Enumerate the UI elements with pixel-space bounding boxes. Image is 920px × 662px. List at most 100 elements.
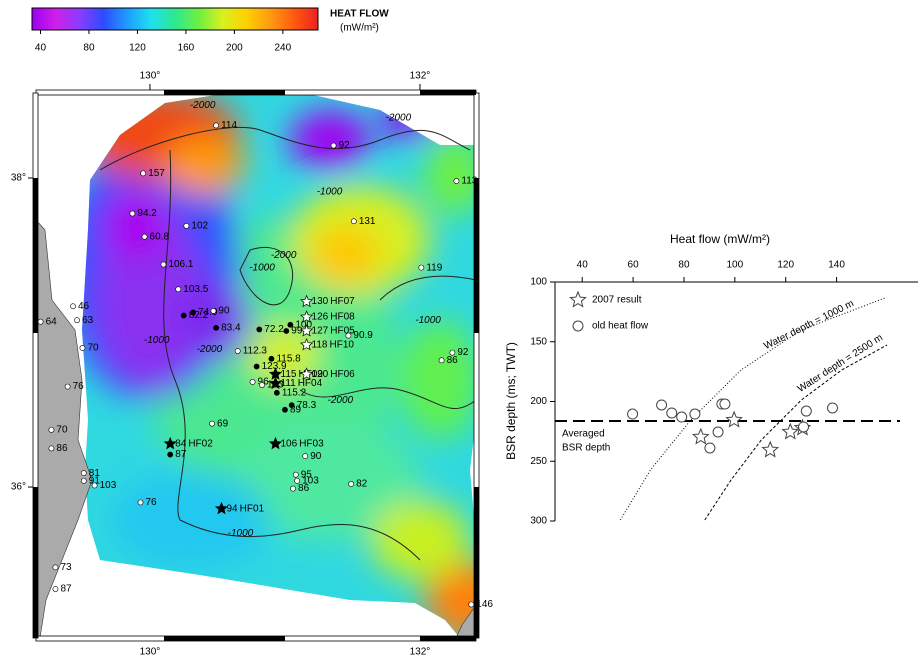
station-point	[142, 234, 147, 239]
station-label: 70	[56, 424, 68, 435]
station-point	[81, 471, 86, 476]
colorbar-tick-label: 200	[226, 43, 243, 54]
station-label: 73	[60, 562, 72, 573]
station-name: HF10	[330, 340, 355, 351]
y-tick-label: 250	[530, 456, 547, 467]
y-tick-label: 100	[530, 277, 547, 288]
contour-label: -2000	[197, 344, 223, 355]
station-label: 90	[310, 451, 322, 462]
contour-label: -1000	[144, 335, 170, 346]
station-label: 127	[312, 326, 329, 337]
contour-label: -1000	[317, 187, 343, 198]
point-circle	[677, 412, 687, 422]
station-point	[176, 287, 181, 292]
y-axis-label: BSR depth (ms; TWT)	[504, 342, 518, 460]
figure: HEAT FLOW (mW/m²) Heat flow (mW/m²) BSR …	[0, 0, 920, 662]
curve-label: Water depth = 1000 m	[762, 298, 855, 352]
station-label: 106	[281, 438, 298, 449]
point-star	[693, 429, 708, 444]
station-label: 64	[46, 316, 58, 327]
station-label: 76	[73, 381, 85, 392]
contour-label: -1000	[415, 315, 441, 326]
legend-label: 2007 result	[592, 295, 642, 306]
colorbar-tick-label: 160	[178, 43, 195, 54]
point-circle	[713, 427, 723, 437]
station-label: 86	[56, 443, 68, 454]
station-point	[290, 486, 295, 491]
colorbar-tick-label: 40	[35, 43, 47, 54]
station-label: 92	[457, 347, 469, 358]
station-label: 94	[227, 503, 239, 514]
station-point	[349, 481, 354, 486]
station-label: 99	[291, 326, 303, 337]
legend-marker	[570, 292, 585, 307]
colorbar	[32, 8, 318, 30]
station-label: 90	[218, 306, 230, 317]
station-point	[351, 219, 356, 224]
point-circle	[801, 406, 811, 416]
station-point	[209, 421, 214, 426]
station-point	[141, 171, 146, 176]
station-point	[257, 327, 262, 332]
y-tick-label: 150	[530, 336, 547, 347]
station-label: 102	[191, 221, 208, 232]
station-label: 131	[359, 216, 376, 227]
station-label: 83.4	[221, 323, 241, 334]
contour-label: -2000	[190, 100, 216, 111]
station-point	[284, 328, 289, 333]
lat-tick-label: 38°	[11, 173, 26, 184]
colorbar-tick-label: 240	[275, 43, 292, 54]
station-point	[38, 319, 43, 324]
station-label: 82	[356, 479, 368, 490]
reference-label: Averaged	[562, 429, 605, 440]
contour-label: -1000	[249, 262, 275, 273]
station-label: 119	[426, 262, 442, 273]
station-label: 87	[60, 584, 72, 595]
depth-curve	[705, 345, 887, 520]
y-tick-label: 300	[530, 516, 547, 527]
station-point	[53, 565, 58, 570]
station-point	[53, 586, 58, 591]
station-label: 146	[476, 599, 493, 610]
station-label: 86	[447, 355, 459, 366]
station-point	[250, 379, 255, 384]
station-label: 92	[339, 140, 351, 151]
station-point	[181, 313, 186, 318]
station-point	[184, 223, 189, 228]
station-name: HF05	[330, 326, 355, 337]
station-label: 84	[175, 438, 187, 449]
station-label: 60.8	[150, 231, 170, 242]
x-tick-label: 40	[577, 260, 589, 271]
x-tick-label: 140	[828, 260, 845, 271]
station-point	[92, 483, 97, 488]
station-point	[49, 446, 54, 451]
station-point	[80, 345, 85, 350]
reference-label: BSR depth	[562, 443, 610, 454]
station-name: HF08	[330, 312, 355, 323]
station-label: 106.1	[168, 259, 193, 270]
station-point	[469, 602, 474, 607]
lon-tick-label: 132°	[410, 71, 431, 82]
station-name: HF03	[299, 438, 324, 449]
station-label: 76	[145, 497, 157, 508]
station-label: 103	[100, 480, 117, 491]
point-star	[727, 412, 742, 427]
point-circle	[705, 443, 715, 453]
station-label: 103.5	[183, 284, 208, 295]
station-label: 72.2	[264, 324, 284, 335]
station-point	[74, 318, 79, 323]
station-point	[214, 123, 219, 128]
colorbar-title: HEAT FLOW	[330, 9, 389, 20]
point-circle	[799, 422, 809, 432]
station-name: HF02	[188, 438, 213, 449]
station-name: HF07	[330, 296, 355, 307]
station-label: 126	[312, 312, 329, 323]
station-point	[454, 178, 459, 183]
point-circle	[667, 408, 677, 418]
point-circle	[628, 409, 638, 419]
point-star	[763, 442, 778, 457]
station-point	[346, 333, 351, 338]
lat-tick-label: 36°	[11, 482, 26, 493]
point-circle	[690, 409, 700, 419]
station-point	[138, 500, 143, 505]
